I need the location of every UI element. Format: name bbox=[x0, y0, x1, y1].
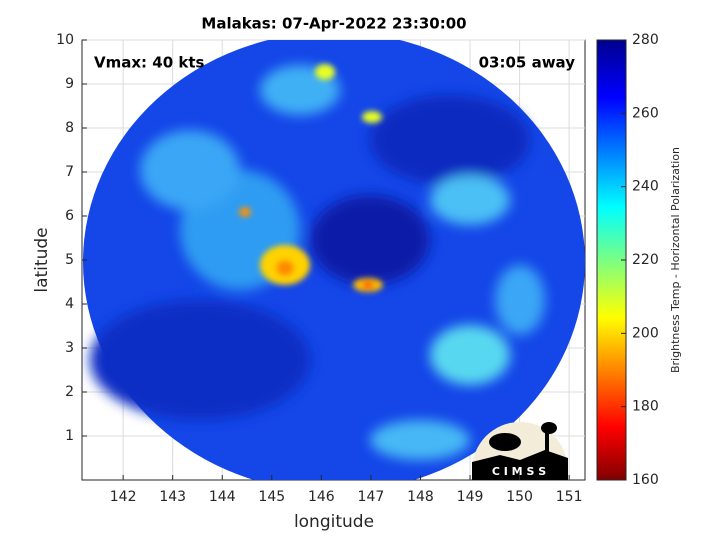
x-tick-label: 147 bbox=[358, 489, 385, 505]
x-tick-label: 145 bbox=[258, 489, 285, 505]
colorbar-tick-label: 240 bbox=[632, 179, 659, 195]
x-tick-label: 146 bbox=[308, 489, 335, 505]
x-tick-label: 149 bbox=[457, 489, 484, 505]
x-tick-label: 148 bbox=[407, 489, 434, 505]
y-tick-label: 8 bbox=[65, 120, 74, 136]
y-tick-label: 2 bbox=[65, 384, 74, 400]
colorbar-label: Brightness Temp - Horizontal Polarizatio… bbox=[669, 147, 682, 373]
colorbar-tick-label: 260 bbox=[632, 105, 659, 121]
x-tick-label: 144 bbox=[209, 489, 236, 505]
x-tick-label: 143 bbox=[159, 489, 186, 505]
x-tick-label: 151 bbox=[556, 489, 583, 505]
colorbar-tick-label: 200 bbox=[632, 325, 659, 341]
y-tick-label: 4 bbox=[65, 296, 74, 312]
colorbar-tick-label: 220 bbox=[632, 252, 659, 268]
y-tick-label: 5 bbox=[65, 252, 74, 268]
logo: C I M S S bbox=[472, 422, 568, 480]
y-tick-label: 1 bbox=[65, 428, 74, 444]
y-tick-label: 6 bbox=[65, 208, 74, 224]
y-axis-label: latitude bbox=[32, 227, 52, 292]
colorbar-tick-label: 280 bbox=[632, 32, 659, 48]
x-tick-label: 142 bbox=[110, 489, 137, 505]
y-tick-label: 9 bbox=[65, 76, 74, 92]
y-tick-label: 10 bbox=[56, 32, 74, 48]
logo-text: C I M S S bbox=[492, 465, 546, 478]
x-tick-label: 150 bbox=[506, 489, 533, 505]
annotation: 03:05 away bbox=[479, 54, 576, 72]
x-axis-label: longitude bbox=[294, 512, 374, 532]
colorbar-tick-label: 180 bbox=[632, 399, 659, 415]
y-tick-label: 7 bbox=[65, 164, 74, 180]
satellite-image bbox=[83, 40, 585, 480]
annotation: Vmax: 40 kts bbox=[94, 54, 204, 72]
chart-title: Malakas: 07-Apr-2022 23:30:00 bbox=[201, 15, 466, 33]
y-tick-label: 3 bbox=[65, 340, 74, 356]
colorbar-tick-label: 160 bbox=[632, 472, 659, 488]
